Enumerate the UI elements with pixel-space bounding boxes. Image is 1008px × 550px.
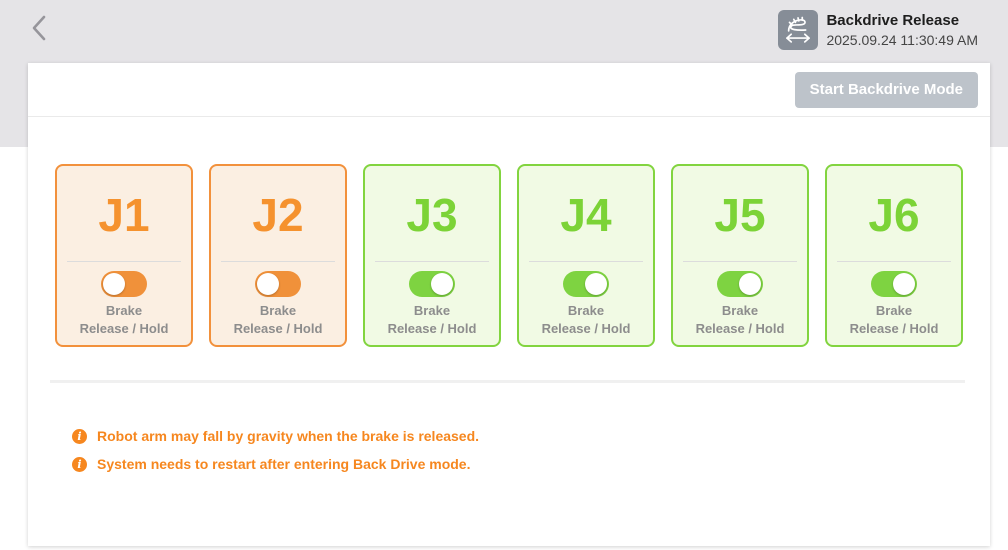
info-icon [72, 456, 87, 472]
app-meta: Backdrive Release 2025.09.24 11:30:49 AM [826, 10, 978, 49]
chevron-left-icon [27, 15, 51, 47]
info-icon [72, 428, 87, 444]
toggle-knob [893, 273, 915, 295]
brake-toggle-j6[interactable] [871, 271, 917, 297]
brake-label: Brake [567, 303, 605, 318]
notice-list: Robot arm may fall by gravity when the b… [72, 428, 990, 472]
toggle-knob [739, 273, 761, 295]
brake-toggle-j5[interactable] [717, 271, 763, 297]
toggle-knob [103, 273, 125, 295]
brake-label: Brake [875, 303, 913, 318]
release-hold-label: Release / Hold [79, 321, 169, 336]
joint-card-j2: J2 Brake Release / Hold [209, 164, 347, 347]
start-backdrive-mode-button[interactable]: Start Backdrive Mode [794, 71, 978, 108]
toggle-label: Brake Release / Hold [57, 302, 191, 338]
brake-label: Brake [259, 303, 297, 318]
content-panel: Start Backdrive Mode J1 Brake Release / … [28, 63, 990, 546]
joint-card-j1: J1 Brake Release / Hold [55, 164, 193, 347]
card-divider [375, 261, 489, 262]
notice-text: System needs to restart after entering B… [97, 456, 471, 472]
joint-card-j4: J4 Brake Release / Hold [517, 164, 655, 347]
brake-label: Brake [413, 303, 451, 318]
toggle-label: Brake Release / Hold [519, 302, 653, 338]
notice-row: System needs to restart after entering B… [72, 456, 990, 472]
back-button[interactable] [22, 12, 56, 46]
joint-name: J2 [252, 189, 304, 241]
card-divider [67, 261, 181, 262]
release-hold-label: Release / Hold [233, 321, 323, 336]
brake-label: Brake [105, 303, 143, 318]
card-divider [529, 261, 643, 262]
toggle-knob [431, 273, 453, 295]
toggle-label: Brake Release / Hold [211, 302, 345, 338]
card-divider [221, 261, 335, 262]
release-hold-label: Release / Hold [541, 321, 631, 336]
page-title: Backdrive Release [826, 12, 960, 29]
card-divider [683, 261, 797, 262]
toggle-knob [585, 273, 607, 295]
section-divider [50, 380, 965, 383]
joint-name: J1 [98, 189, 150, 241]
notice-text: Robot arm may fall by gravity when the b… [97, 428, 480, 444]
joint-name: J5 [714, 189, 766, 241]
joint-card-j3: J3 Brake Release / Hold [363, 164, 501, 347]
toggle-label: Brake Release / Hold [827, 302, 961, 338]
joint-card-row: J1 Brake Release / Hold J2 Brake Release… [28, 117, 990, 347]
joint-card-j6: J6 Brake Release / Hold [825, 164, 963, 347]
release-hold-label: Release / Hold [695, 321, 785, 336]
panel-toolbar: Start Backdrive Mode [28, 63, 990, 117]
brake-toggle-j1[interactable] [101, 271, 147, 297]
backdrive-robot-arm-icon [778, 10, 819, 50]
release-hold-label: Release / Hold [387, 321, 477, 336]
joint-name: J4 [560, 189, 612, 241]
joint-name: J3 [406, 189, 458, 241]
timestamp: 2025.09.24 11:30:49 AM [826, 32, 978, 48]
brake-label: Brake [721, 303, 759, 318]
notice-row: Robot arm may fall by gravity when the b… [72, 428, 990, 444]
joint-card-j5: J5 Brake Release / Hold [671, 164, 809, 347]
app-identity: Backdrive Release 2025.09.24 11:30:49 AM [778, 10, 978, 50]
toggle-label: Brake Release / Hold [673, 302, 807, 338]
joint-name: J6 [868, 189, 920, 241]
card-divider [837, 261, 951, 262]
toggle-label: Brake Release / Hold [365, 302, 499, 338]
brake-toggle-j2[interactable] [255, 271, 301, 297]
toggle-knob [257, 273, 279, 295]
brake-toggle-j3[interactable] [409, 271, 455, 297]
release-hold-label: Release / Hold [849, 321, 939, 336]
brake-toggle-j4[interactable] [563, 271, 609, 297]
